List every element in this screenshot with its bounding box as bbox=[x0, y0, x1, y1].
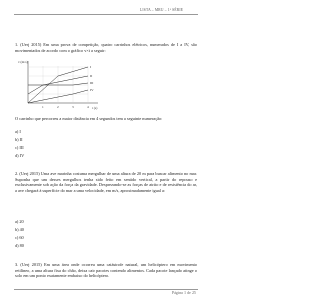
line-label: III bbox=[90, 81, 94, 85]
question-text: 3. (Uerj 2015) Em uma área onde ocorreu … bbox=[15, 262, 197, 279]
question-text: 2. (Uerj 2015) Uma ave marinha costuma m… bbox=[15, 171, 197, 193]
question-text: 1. (Uerj 2015) Em uma prova de competiçã… bbox=[15, 42, 197, 53]
page-number: Página 1 de 25 bbox=[172, 291, 197, 295]
option: d) IV bbox=[15, 153, 25, 158]
line-label: IV bbox=[90, 88, 94, 92]
x-tick-label: 4 bbox=[87, 105, 89, 109]
option: a) 20 bbox=[15, 219, 24, 224]
graph-lines bbox=[27, 66, 89, 104]
option: c) 60 bbox=[15, 235, 24, 240]
line-label: I bbox=[90, 65, 92, 69]
x-tick-label: 1 bbox=[42, 105, 44, 109]
option: d) 80 bbox=[15, 243, 24, 248]
question-prompt: O carrinho que percorreu a maior distânc… bbox=[15, 116, 163, 121]
option: b) II bbox=[15, 137, 23, 142]
grid bbox=[28, 66, 89, 103]
y-axis-label: v (m/s) bbox=[18, 60, 28, 64]
header-rule bbox=[14, 14, 198, 15]
velocity-graph: v (m/s) t (s) 1 2 3 4 I II III IV bbox=[18, 60, 98, 110]
option: a) I bbox=[15, 129, 21, 134]
page: LISTA – MRU – 1ª SÉRIE 1. (Uerj 2015) Em… bbox=[14, 8, 198, 295]
footer-rule bbox=[14, 289, 198, 290]
header-title: LISTA – MRU – 1ª SÉRIE bbox=[140, 8, 184, 12]
x-tick-label: 3 bbox=[72, 105, 74, 109]
line-label: II bbox=[90, 74, 93, 78]
option: b) 40 bbox=[15, 227, 24, 232]
x-axis-label: t (s) bbox=[92, 106, 97, 110]
x-tick-label: 2 bbox=[57, 105, 59, 109]
option: c) III bbox=[15, 145, 24, 150]
